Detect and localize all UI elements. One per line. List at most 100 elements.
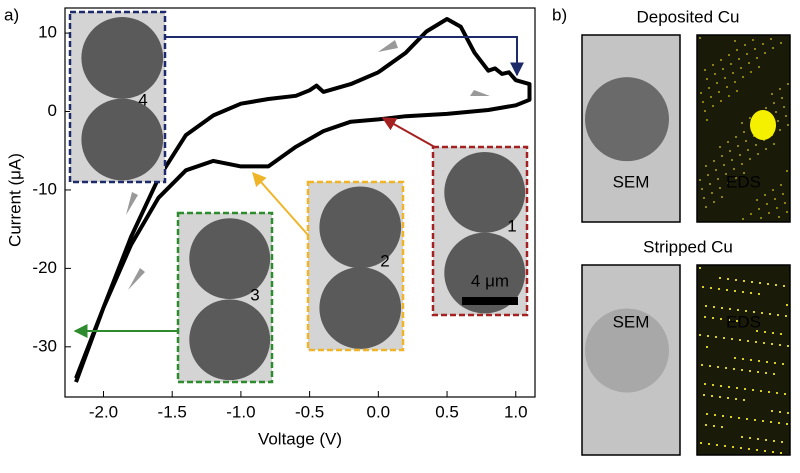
image-label: EDS bbox=[726, 312, 761, 331]
eds-signal bbox=[777, 314, 779, 316]
eds-signal bbox=[739, 339, 741, 341]
eds-signal bbox=[786, 170, 788, 172]
eds-signal bbox=[720, 59, 722, 61]
eds-signal bbox=[738, 417, 740, 419]
eds-signal bbox=[699, 179, 701, 181]
pore bbox=[444, 151, 526, 233]
eds-signal bbox=[770, 38, 772, 40]
eds-signal bbox=[773, 373, 775, 375]
eds-signal bbox=[742, 291, 744, 293]
image-label: SEM bbox=[613, 312, 650, 331]
eds-image bbox=[696, 34, 791, 223]
eds-signal bbox=[768, 212, 770, 214]
eds-signal bbox=[724, 445, 726, 447]
y-tick-label: 10 bbox=[38, 23, 57, 42]
eds-signal bbox=[736, 387, 738, 389]
eds-signal bbox=[702, 286, 704, 288]
eds-signal bbox=[707, 335, 709, 337]
eds-signal bbox=[722, 68, 724, 70]
eds-signal bbox=[729, 308, 731, 310]
eds-signal bbox=[750, 71, 752, 73]
x-tick-label: 0.5 bbox=[435, 402, 459, 421]
eds-signal bbox=[727, 182, 729, 184]
pore bbox=[444, 232, 526, 314]
eds-signal bbox=[724, 77, 726, 79]
eds-signal bbox=[734, 40, 736, 42]
eds-signal bbox=[713, 306, 715, 308]
eds-signal bbox=[774, 198, 776, 200]
eds-signal bbox=[734, 357, 736, 359]
eds-signal bbox=[783, 285, 785, 287]
eds-signal bbox=[746, 53, 748, 55]
eds-signal bbox=[764, 194, 766, 196]
eds-signal bbox=[747, 340, 749, 342]
eds-signal bbox=[762, 420, 764, 422]
eds-signal bbox=[704, 316, 706, 318]
x-tick-label: -1.0 bbox=[226, 402, 255, 421]
eds-signal bbox=[758, 360, 760, 362]
eds-signal bbox=[775, 111, 777, 113]
eds-signal bbox=[750, 213, 752, 215]
eds-signal bbox=[749, 370, 751, 372]
eds-signal bbox=[740, 67, 742, 69]
y-tick-label: 0 bbox=[48, 101, 57, 120]
eds-signal bbox=[738, 58, 740, 60]
pore bbox=[81, 17, 164, 99]
eds-signal bbox=[716, 444, 718, 446]
eds-signal bbox=[699, 37, 701, 39]
eds-signal bbox=[703, 197, 705, 199]
eds-signal bbox=[785, 315, 787, 317]
eds-signal bbox=[753, 311, 755, 313]
y-tick-label: -10 bbox=[32, 179, 57, 198]
eds-signal bbox=[734, 81, 736, 83]
eds-signal bbox=[745, 140, 747, 142]
eds-signal bbox=[750, 292, 752, 294]
eds-signal bbox=[699, 267, 701, 269]
eds-signal bbox=[749, 117, 751, 119]
eds-signal bbox=[784, 202, 786, 204]
eds-signal bbox=[722, 415, 724, 417]
eds-signal bbox=[721, 426, 723, 428]
eds-signal bbox=[750, 359, 752, 361]
eds-signal bbox=[731, 159, 733, 161]
y-tick-label: -30 bbox=[32, 336, 57, 355]
eds-signal bbox=[768, 391, 770, 393]
cv-curve bbox=[74, 17, 532, 383]
eds-signal bbox=[720, 385, 722, 387]
eds-signal bbox=[765, 372, 767, 374]
x-tick-label: -0.5 bbox=[295, 402, 324, 421]
eds-signal bbox=[710, 96, 712, 98]
eds-signal bbox=[723, 164, 725, 166]
eds-signal bbox=[753, 135, 755, 137]
eds-signal bbox=[748, 62, 750, 64]
eds-signal bbox=[771, 410, 773, 412]
inset-frame bbox=[176, 211, 274, 384]
eds-signal bbox=[758, 293, 760, 295]
eds-signal bbox=[742, 218, 744, 220]
pore bbox=[585, 77, 669, 162]
eds-signal bbox=[770, 421, 772, 423]
eds-signal bbox=[741, 122, 743, 124]
eds-signal bbox=[757, 438, 759, 440]
image-label: EDS bbox=[726, 172, 761, 191]
eds-signal bbox=[763, 342, 765, 344]
eds-signal bbox=[757, 371, 759, 373]
eds-signal bbox=[705, 305, 707, 307]
eds-signal bbox=[771, 93, 773, 95]
eds-signal bbox=[713, 425, 715, 427]
eds-signal bbox=[759, 282, 761, 284]
eds-signal bbox=[736, 90, 738, 92]
eds-signal bbox=[782, 193, 784, 195]
eds-signal bbox=[747, 149, 749, 151]
eds-signal bbox=[728, 54, 730, 56]
eds-signal bbox=[737, 145, 739, 147]
eds-signal bbox=[755, 341, 757, 343]
eds-signal bbox=[725, 367, 727, 369]
eds-signal bbox=[769, 313, 771, 315]
plot-frame bbox=[64, 7, 536, 398]
y-tick-label: -20 bbox=[32, 258, 57, 277]
eds-signal bbox=[740, 447, 742, 449]
section-title: Deposited Cu bbox=[636, 7, 739, 26]
eds-signal bbox=[708, 443, 710, 445]
inset-frame bbox=[68, 10, 167, 184]
